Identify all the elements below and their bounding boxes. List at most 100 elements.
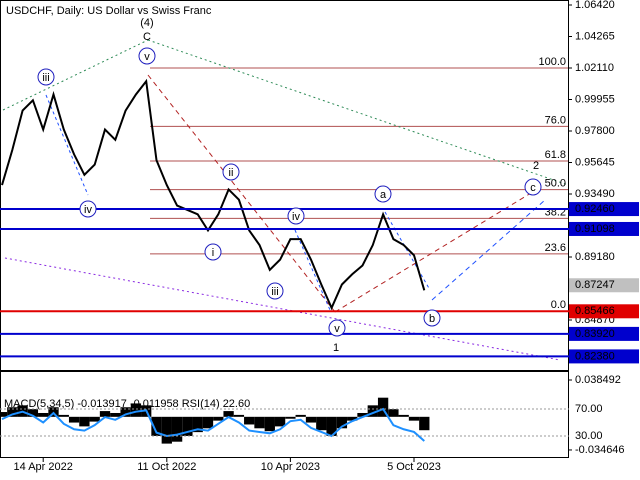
- level-box: [569, 202, 639, 217]
- macd-bar: [79, 416, 90, 427]
- wave-label: iii: [42, 72, 49, 84]
- wave-label: iv: [292, 211, 300, 223]
- wave-circle: [524, 178, 542, 196]
- y-tick-label: 0.038492: [575, 374, 621, 386]
- wave-label: a: [380, 189, 387, 201]
- wave-circle: [266, 282, 284, 300]
- macd-bar: [408, 416, 420, 421]
- y-tick-label: 1.04265: [575, 30, 615, 42]
- y-tick-label: 0.93490: [575, 188, 615, 200]
- wave-label: v: [144, 51, 150, 63]
- wave-circle: [79, 200, 97, 218]
- wave-circle: [287, 207, 305, 225]
- level-label: 0.91098: [575, 223, 615, 235]
- price-box: [569, 278, 639, 293]
- macd-bar: [357, 412, 368, 417]
- wave-label: i: [212, 247, 214, 259]
- level-label: 0.85466: [575, 305, 615, 317]
- macd-bar: [336, 416, 348, 429]
- macd-bar: [182, 416, 193, 436]
- price-label: 0.87247: [575, 279, 615, 291]
- y-tick-label: 0.99955: [575, 93, 615, 105]
- x-tick-label: 5 Oct 2023: [387, 461, 441, 473]
- fib-label: 100.0: [538, 56, 566, 68]
- level-label: 0.82380: [575, 350, 615, 362]
- fib-label: 0.0: [551, 299, 566, 311]
- macd-bar: [7, 407, 18, 417]
- macd-bar: [99, 411, 111, 417]
- macd-bar: [58, 414, 69, 417]
- macd-bar: [419, 416, 430, 431]
- indicator-area: [1, 397, 430, 444]
- macd-bar: [27, 409, 39, 417]
- macd-bar: [68, 416, 80, 423]
- fib-label: 23.6: [545, 242, 566, 254]
- macd-bar: [171, 416, 183, 442]
- price-line: [1, 78, 426, 311]
- wave-circle: [204, 243, 222, 261]
- wave-label: b: [429, 313, 435, 325]
- fib-label: 76.0: [545, 114, 566, 126]
- macd-bar: [347, 416, 358, 421]
- wave-label: 1: [333, 342, 339, 354]
- chart-title: USDCHF, Daily: US Dollar vs Swiss Franc: [6, 5, 212, 17]
- y-tick-label: 0.95645: [575, 156, 615, 168]
- macd-bar: [244, 416, 255, 425]
- x-tick-label: 10 Apr 2023: [261, 461, 320, 473]
- macd-bar: [161, 416, 172, 444]
- trend-line: [4, 257, 561, 361]
- rsi-line: [1, 407, 425, 442]
- trend-line: [2, 39, 149, 111]
- wave-label: v: [334, 323, 340, 335]
- wave-circle: [37, 68, 55, 86]
- indicator-title: MACD(5,34,5) -0.013917 -0.011958 RSI(14)…: [4, 398, 250, 410]
- macd-bar: [316, 416, 327, 431]
- trend-line: [431, 199, 546, 301]
- wave-circle: [138, 47, 156, 65]
- wave-label: c: [530, 182, 536, 194]
- wave-label: (4): [140, 17, 153, 29]
- level-box: [569, 349, 639, 364]
- wave-circle: [222, 163, 240, 181]
- y-tick-label: 0.89180: [575, 251, 615, 263]
- y-tick-label: 1.02110: [575, 62, 614, 74]
- level-label: 0.83920: [575, 328, 615, 340]
- y2-tick-label: 30.00: [575, 430, 603, 442]
- wave-label: iii: [271, 286, 278, 298]
- level-box: [569, 221, 639, 236]
- trend-line: [147, 39, 568, 186]
- macd-bar: [274, 416, 286, 427]
- macd-bar: [233, 414, 245, 417]
- wave-circle: [374, 185, 392, 203]
- macd-bar: [110, 412, 121, 417]
- macd-bar: [130, 403, 142, 417]
- macd-bar: [38, 412, 49, 417]
- level-box: [569, 304, 639, 319]
- wave-label: 2: [533, 160, 539, 172]
- macd-bar: [202, 416, 214, 429]
- y-tick-label: -0.034646: [575, 444, 625, 456]
- macd-bar: [192, 416, 203, 433]
- trend-line: [334, 189, 537, 313]
- wave-circle: [423, 309, 441, 327]
- fib-label: 50.0: [545, 178, 566, 190]
- macd-bar: [1, 412, 8, 417]
- macd-bar: [89, 416, 100, 422]
- y-tick-label: 0.97800: [575, 125, 615, 137]
- macd-bar: [326, 416, 337, 436]
- level-label: 0.92460: [575, 203, 615, 215]
- y2-tick-label: 70.00: [575, 403, 603, 415]
- trend-line: [45, 94, 89, 196]
- level-box: [569, 326, 639, 341]
- wave-circle: [328, 319, 346, 337]
- macd-bar: [223, 411, 234, 417]
- x-tick-label: 11 Oct 2022: [137, 461, 196, 473]
- macd-bar: [264, 416, 275, 432]
- macd-bar: [151, 416, 162, 436]
- fib-label: 61.8: [545, 149, 566, 161]
- trend-line: [294, 229, 331, 311]
- macd-bar: [398, 414, 409, 417]
- macd-bar: [254, 416, 265, 429]
- macd-bar: [305, 416, 317, 423]
